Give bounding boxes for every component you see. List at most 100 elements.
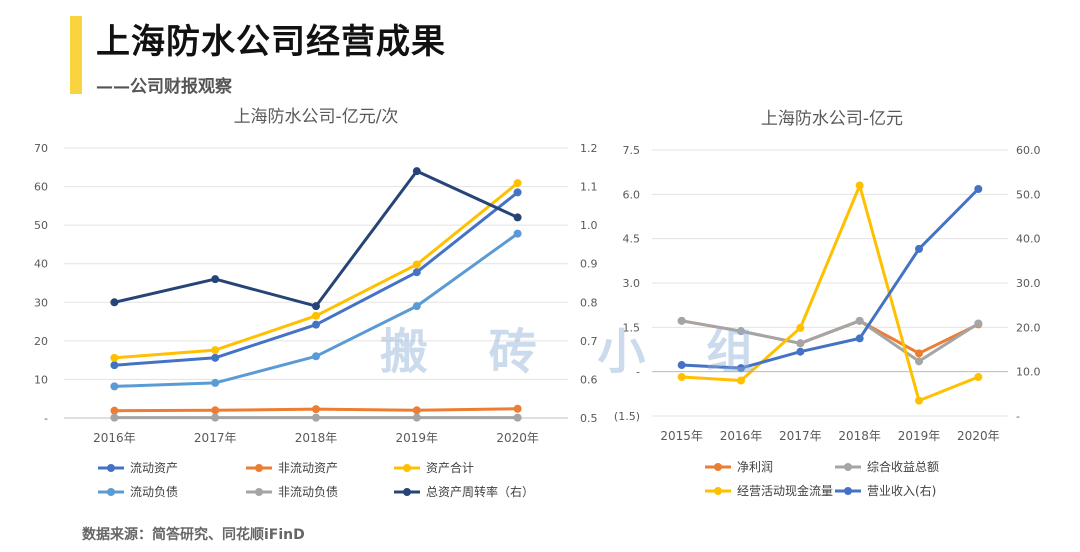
y2-tick-label: 0.7	[580, 335, 598, 348]
data-point	[513, 188, 522, 197]
legend-marker	[107, 464, 115, 472]
data-point	[412, 167, 421, 176]
legend-marker	[714, 487, 722, 495]
data-point	[211, 413, 220, 422]
data-point	[737, 376, 745, 385]
data-point	[513, 413, 522, 422]
data-point	[677, 372, 686, 381]
data-point	[974, 319, 983, 328]
data-point	[110, 361, 119, 370]
x-tick-label: 2020年	[496, 431, 539, 445]
legend-label: 非流动资产	[278, 461, 338, 475]
data-point	[412, 413, 421, 422]
legend-marker	[107, 488, 115, 496]
x-tick-label: 2016年	[720, 429, 763, 443]
data-point	[211, 406, 220, 415]
y-tick-label: 4.5	[623, 233, 641, 246]
data-source-note: 数据来源：简答研究、同花顺iFinD	[82, 527, 305, 543]
series-line	[681, 187, 980, 370]
data-point	[110, 382, 119, 391]
legend-marker	[844, 463, 852, 471]
income-chart: 上海防水公司-亿元 (1.5) - 1.5 3.0 4.5 6.0 7.5 - 10.0 20.0 3…	[614, 109, 1041, 498]
legend-marker	[403, 488, 411, 496]
x-tick-label: 2019年	[898, 429, 941, 443]
series-line	[681, 319, 980, 363]
data-point	[211, 378, 220, 387]
y-tick-label: 60	[34, 181, 48, 194]
data-point	[211, 275, 220, 284]
data-point	[211, 353, 220, 362]
x-tick-label: 2018年	[838, 429, 881, 443]
legend-label: 营业收入(右)	[867, 483, 936, 498]
legend-marker	[255, 488, 263, 496]
y-tick-label: (1.5)	[614, 410, 640, 423]
data-point	[915, 396, 923, 405]
y2-tick-label: 1.1	[580, 181, 598, 194]
legend-marker	[714, 463, 722, 471]
x-tick-label: 2017年	[779, 429, 822, 443]
data-point	[796, 347, 805, 356]
y-tick-label: 30	[34, 296, 48, 309]
series-line	[681, 184, 979, 403]
y2-tick-label: 0.6	[580, 373, 598, 386]
legend-label: 流动资产	[130, 461, 178, 475]
data-point	[312, 413, 320, 422]
data-point	[312, 302, 320, 311]
y-tick-label: 3.0	[623, 277, 641, 290]
y2-tick-label: 30.0	[1016, 277, 1041, 290]
y-tick-label: 6.0	[623, 188, 641, 201]
balance-sheet-chart: 上海防水公司-亿元/次 - 10 20 30 40 50 60 70 0.5 0.6 0.7 0.8 0.…	[34, 107, 598, 499]
chart-title: 上海防水公司-亿元/次	[234, 107, 399, 127]
legend-marker	[403, 464, 411, 472]
data-point	[737, 327, 745, 336]
y2-tick-label: 60.0	[1016, 144, 1041, 157]
data-point	[855, 181, 864, 190]
data-point	[796, 323, 805, 332]
data-point	[513, 229, 522, 238]
data-point	[412, 406, 421, 415]
y-tick-label: 50	[34, 219, 48, 232]
y2-tick-label: 20.0	[1016, 321, 1041, 334]
data-point	[312, 311, 320, 320]
data-point	[211, 346, 220, 355]
data-point	[110, 353, 119, 362]
data-point	[677, 316, 686, 325]
page-title: 上海防水公司经营成果	[96, 22, 446, 62]
data-point	[312, 405, 320, 414]
y2-tick-label: 1.2	[580, 142, 598, 155]
y-tick-label: 40	[34, 258, 48, 271]
data-point	[312, 320, 320, 329]
page-subtitle: ——公司财报观察	[96, 77, 232, 97]
data-point	[974, 185, 983, 194]
title-accent-bar	[70, 16, 82, 94]
x-tick-label: 2015年	[660, 429, 703, 443]
x-tick-label: 2016年	[93, 431, 136, 445]
x-tick-label: 2018年	[295, 431, 338, 445]
legend-label: 流动负债	[130, 485, 178, 499]
data-point	[312, 352, 320, 361]
data-point	[110, 413, 119, 422]
legend-label: 非流动负债	[278, 485, 338, 499]
data-point	[915, 244, 923, 253]
legend-marker	[844, 487, 852, 495]
y2-tick-label: 0.5	[580, 412, 598, 425]
data-point	[513, 179, 522, 188]
y-tick-label: 7.5	[623, 144, 641, 157]
legend-label: 综合收益总额	[867, 459, 939, 474]
y-tick-label: 10	[34, 373, 48, 386]
data-point	[412, 302, 421, 311]
data-point	[110, 298, 119, 307]
y2-tick-label: 0.9	[580, 258, 598, 271]
data-point	[737, 364, 745, 373]
legend-label: 资产合计	[426, 460, 474, 475]
y2-tick-label: 40.0	[1016, 233, 1041, 246]
y2-tick-label: 50.0	[1016, 188, 1041, 201]
x-tick-label: 2017年	[194, 431, 237, 445]
y-tick-label: 20	[34, 335, 48, 348]
y-tick-label: -	[44, 412, 48, 425]
y-tick-label: 1.5	[623, 321, 641, 334]
data-point	[110, 406, 119, 415]
data-point	[974, 372, 983, 381]
legend-marker	[255, 464, 263, 472]
data-point	[412, 268, 421, 277]
